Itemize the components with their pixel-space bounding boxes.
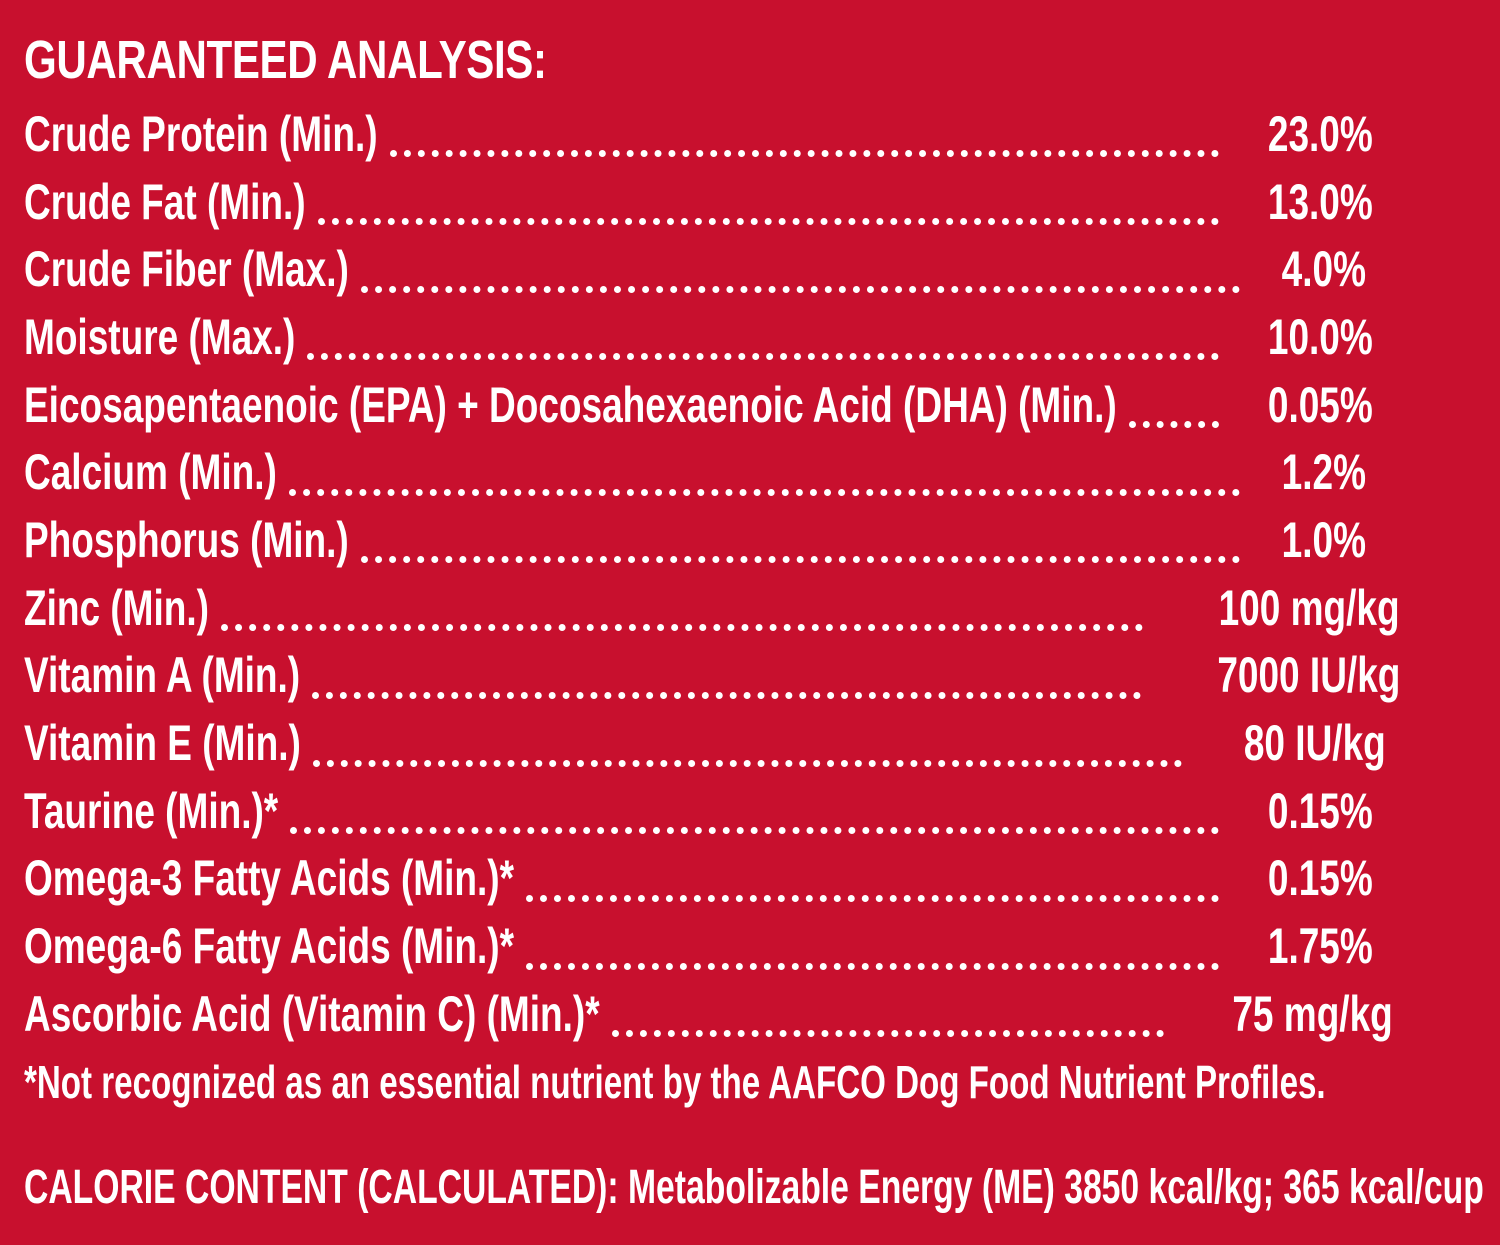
panel-title: GUARANTEED ANALYSIS:	[24, 30, 547, 90]
nutrient-label: Crude Fat (Min.)	[24, 173, 306, 230]
nutrient-value: 0.05%	[1267, 376, 1373, 433]
dot-leader	[611, 1030, 1164, 1038]
nutrient-value: 4.0%	[1281, 241, 1366, 298]
dot-leader	[360, 556, 1240, 564]
nutrient-label: Moisture (Max.)	[24, 308, 296, 365]
nutrient-value: 0.15%	[1267, 850, 1373, 907]
nutrient-label: Taurine (Min.)*	[24, 782, 279, 839]
nutrient-label: Crude Fiber (Max.)	[24, 241, 349, 298]
dot-leader	[525, 962, 1220, 970]
analysis-row: Moisture (Max.) 10.0%	[24, 303, 1373, 371]
dot-leader	[220, 624, 1144, 632]
dot-leader	[290, 827, 1220, 835]
calorie-content-text: CALORIE CONTENT (CALCULATED): Metaboliza…	[24, 1161, 1484, 1214]
nutrient-value: 23.0%	[1267, 105, 1373, 162]
nutrient-label: Calcium (Min.)	[24, 444, 277, 501]
nutrient-label: Vitamin E (Min.)	[24, 715, 301, 772]
analysis-row: Taurine (Min.)* 0.15%	[24, 777, 1373, 845]
analysis-row: Phosphorus (Min.) 1.0%	[24, 506, 1366, 574]
dot-leader	[288, 488, 1240, 496]
nutrient-label: Ascorbic Acid (Vitamin C) (Min.)*	[24, 985, 600, 1042]
nutrient-label: Omega-6 Fatty Acids (Min.)*	[24, 918, 514, 975]
analysis-row: Vitamin E (Min.) 80 IU/kg	[24, 709, 1386, 777]
analysis-row: Calcium (Min.) 1.2%	[24, 438, 1366, 506]
nutrient-value: 7000 IU/kg	[1217, 647, 1401, 704]
nutrient-value: 0.15%	[1267, 782, 1373, 839]
nutrient-label: Crude Protein (Min.)	[24, 105, 378, 162]
analysis-row: Vitamin A (Min.) 7000 IU/kg	[24, 642, 1400, 710]
analysis-rows: Crude Protein (Min.) 23.0% Crude Fat (Mi…	[24, 100, 1400, 1048]
nutrient-value: 100 mg/kg	[1218, 579, 1400, 636]
nutrient-value: 1.2%	[1281, 444, 1366, 501]
nutrient-value: 80 IU/kg	[1243, 715, 1386, 772]
dot-leader	[312, 759, 1183, 767]
analysis-row: Crude Fiber (Max.) 4.0%	[24, 235, 1366, 303]
dot-leader	[317, 218, 1220, 226]
dot-leader	[389, 150, 1220, 158]
dot-leader	[1128, 421, 1220, 429]
analysis-row: Ascorbic Acid (Vitamin C) (Min.)* 75 mg/…	[24, 980, 1392, 1048]
analysis-row: Omega-3 Fatty Acids (Min.)* 0.15%	[24, 845, 1373, 913]
nutrient-value: 75 mg/kg	[1231, 985, 1393, 1042]
nutrient-value: 1.75%	[1267, 918, 1373, 975]
nutrient-label: Phosphorus (Min.)	[24, 511, 349, 568]
analysis-row: Eicosapentaenoic (EPA) + Docosahexaenoic…	[24, 371, 1373, 439]
nutrient-label: Omega-3 Fatty Acids (Min.)*	[24, 850, 514, 907]
nutrient-value: 1.0%	[1281, 511, 1366, 568]
analysis-row: Omega-6 Fatty Acids (Min.)* 1.75%	[24, 912, 1373, 980]
nutrient-value: 13.0%	[1267, 173, 1373, 230]
nutrient-label: Eicosapentaenoic (EPA) + Docosahexaenoic…	[24, 376, 1117, 433]
dot-leader	[312, 691, 1141, 699]
nutrient-label: Vitamin A (Min.)	[24, 647, 301, 704]
dot-leader	[307, 353, 1220, 361]
analysis-row: Crude Protein (Min.) 23.0%	[24, 100, 1373, 168]
dot-leader	[360, 285, 1240, 293]
dot-leader	[525, 894, 1220, 902]
footnote-text: *Not recognized as an essential nutrient…	[24, 1056, 1326, 1108]
nutrient-label: Zinc (Min.)	[24, 579, 209, 636]
nutrient-value: 10.0%	[1267, 308, 1373, 365]
analysis-row: Zinc (Min.) 100 mg/kg	[24, 574, 1400, 642]
analysis-row: Crude Fat (Min.) 13.0%	[24, 168, 1373, 236]
